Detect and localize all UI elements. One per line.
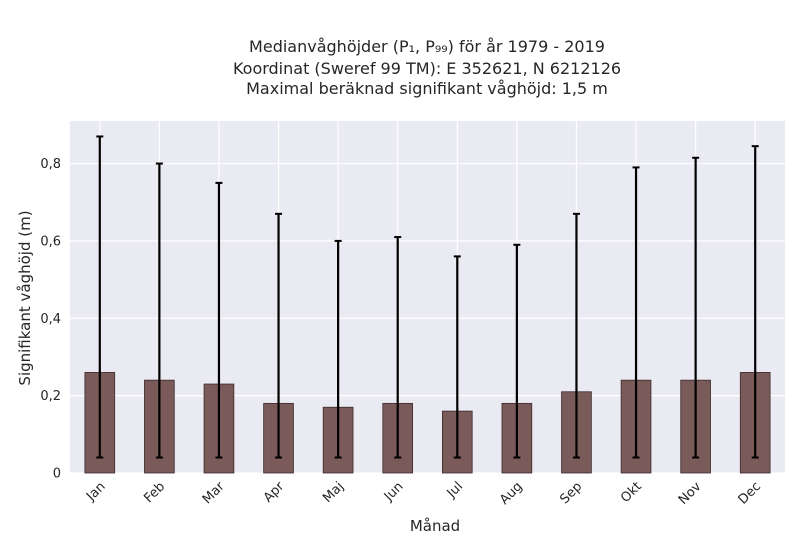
y-tick-label: 0,2	[40, 389, 61, 404]
error-bar-maj	[334, 239, 342, 459]
error-bar-feb	[155, 162, 163, 459]
x-tick-label: Feb	[141, 479, 168, 506]
y-tick-label: 0,8	[40, 157, 61, 172]
y-tick-labels: 0 0,2 0,4 0,6 0,8	[40, 157, 61, 481]
x-tick-label: Jul	[444, 479, 466, 501]
chart-title: Medianvåghöjder (P₁, P₉₉) för år 1979 - …	[233, 37, 621, 98]
error-bar-jan	[96, 135, 104, 459]
x-tick-label: Dec	[736, 479, 764, 507]
error-bar-aug	[513, 243, 521, 459]
y-axis-label: Signifikant våghöjd (m)	[16, 210, 34, 385]
x-tick-label: Mar	[200, 479, 228, 507]
x-tick-label: Nov	[676, 479, 705, 508]
y-tick-label: 0	[53, 467, 61, 482]
title-line-3: Maximal beräknad signifikant våghöjd: 1,…	[246, 79, 608, 98]
error-bar-apr	[275, 212, 283, 459]
error-bar-mar	[215, 181, 223, 459]
error-bar-jun	[394, 236, 402, 459]
error-bar-nov	[692, 156, 700, 459]
error-bar-okt	[632, 166, 640, 459]
x-tick-label: Apr	[261, 479, 288, 506]
x-tick-labels: Jan Feb Mar Apr Maj Jun Jul Aug Sep Okt Nov Dec	[83, 479, 764, 508]
x-tick-label: Okt	[618, 479, 645, 506]
x-axis-label: Månad	[410, 517, 460, 535]
title-line-2: Koordinat (Sweref 99 TM): E 352621, N 62…	[233, 59, 621, 78]
x-tick-label: Aug	[497, 479, 526, 508]
x-tick-label: Jan	[83, 479, 108, 504]
x-tick-label: Maj	[320, 479, 347, 506]
y-tick-label: 0,4	[40, 312, 61, 327]
x-tick-label: Jun	[381, 479, 407, 505]
title-line-1: Medianvåghöjder (P₁, P₉₉) för år 1979 - …	[249, 37, 605, 56]
error-bar-sep	[572, 212, 580, 459]
x-tick-label: Sep	[557, 479, 585, 507]
error-bars	[96, 135, 759, 459]
plot-area	[70, 121, 785, 473]
y-tick-label: 0,6	[40, 234, 61, 249]
error-bar-dec	[751, 145, 759, 459]
error-bar-jul	[453, 255, 461, 459]
